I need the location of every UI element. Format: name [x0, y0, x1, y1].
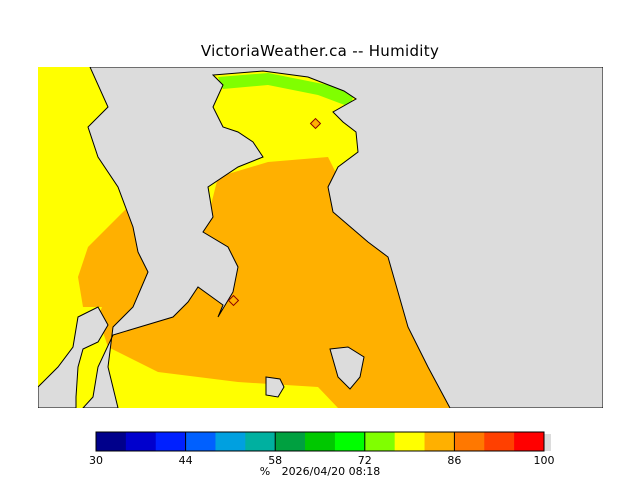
legend-tick-label: 72: [357, 454, 372, 467]
legend-tick-label: 86: [447, 454, 462, 467]
legend-swatch: [125, 432, 157, 451]
legend-swatch: [185, 432, 216, 451]
legend-shadow: [544, 434, 551, 451]
legend-swatch: [96, 432, 127, 451]
humidity-band-orange-main: [98, 157, 450, 408]
diamond-icon: [309, 117, 322, 130]
legend-timestamp: 2026/04/20 08:18: [281, 465, 381, 478]
station-marker[interactable]: [227, 294, 240, 307]
legend-swatch: [215, 432, 246, 451]
legend-swatch: [484, 432, 515, 451]
station-marker[interactable]: [309, 117, 322, 130]
legend-tick-label: 100: [533, 454, 555, 467]
legend-unit: %: [259, 465, 271, 478]
legend-swatch: [454, 432, 485, 451]
legend-tick-label: 30: [89, 454, 103, 467]
legend-caption: % 2026/04/20 08:18: [0, 465, 640, 478]
humidity-band-green: [218, 73, 353, 107]
legend-swatch: [155, 432, 187, 451]
legend-swatch: [334, 432, 366, 451]
legend-swatch: [275, 432, 306, 451]
map-canvas: [38, 67, 603, 408]
legend-tick-label: 58: [268, 454, 283, 467]
diamond-icon: [227, 294, 240, 307]
island-south: [265, 376, 285, 398]
legend-swatch: [245, 432, 276, 451]
land-mass-grey: [82, 67, 603, 408]
island-east: [329, 346, 365, 390]
legend-tick-label: 44: [178, 454, 193, 467]
legend-swatch: [305, 432, 336, 451]
humidity-map: [38, 67, 603, 408]
legend-swatch: [514, 432, 545, 451]
legend-swatch: [424, 432, 455, 451]
map-title: VictoriaWeather.ca -- Humidity: [200, 42, 440, 60]
west-coast-water: [38, 306, 109, 408]
legend-swatch: [364, 432, 396, 451]
legend-swatch: [394, 432, 426, 451]
